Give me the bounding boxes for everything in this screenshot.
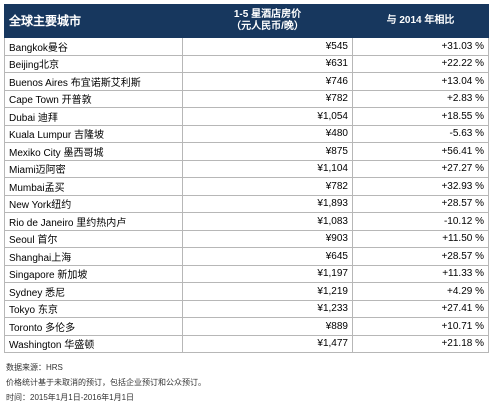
city-cell: Seoul 首尔 — [4, 229, 183, 248]
price-cell: ¥645 — [182, 247, 353, 266]
header-cell: 1-5 星酒店房价 （元人民币/晚） — [182, 4, 353, 38]
change-cell: +4.29 % — [352, 282, 489, 301]
price-cell: ¥631 — [182, 54, 353, 73]
city-cell: Bangkok曼谷 — [4, 37, 183, 56]
city-cell: Mumbai孟买 — [4, 177, 183, 196]
table-row: Tokyo 东京 ¥1,233 +27.41 % — [4, 299, 489, 318]
change-cell: +28.57 % — [352, 247, 489, 266]
city-cell: Beijing北京 — [4, 54, 183, 73]
change-cell: +13.04 % — [352, 72, 489, 91]
change-cell: +10.71 % — [352, 317, 489, 336]
table-row: Buenos Aires 布宜诺斯艾利斯 ¥746 +13.04 % — [4, 72, 489, 91]
table-row: Beijing北京 ¥631 +22.22 % — [4, 54, 489, 73]
change-cell: +27.27 % — [352, 159, 489, 178]
city-cell: Shanghai上海 — [4, 247, 183, 266]
city-cell: Tokyo 东京 — [4, 299, 183, 318]
change-cell: -10.12 % — [352, 212, 489, 231]
change-cell: -5.63 % — [352, 124, 489, 143]
note-line: 数据来源：HRS — [6, 363, 63, 372]
table-row: Mexiko City 墨西哥城 ¥875 +56.41 % — [4, 142, 489, 161]
table-row: Cape Town 开普敦 ¥782 +2.83 % — [4, 89, 489, 108]
change-cell: +18.55 % — [352, 107, 489, 126]
change-cell: +31.03 % — [352, 37, 489, 56]
price-cell: ¥545 — [182, 37, 353, 56]
table-row: Mumbai孟买 ¥782 +32.93 % — [4, 177, 489, 196]
change-cell: +27.41 % — [352, 299, 489, 318]
notes: 数据来源：HRS 价格统计基于未取消的预订，包括企业预订和公众预订。 时间：2015… — [6, 360, 206, 405]
city-cell: Washington 华盛顿 — [4, 334, 183, 353]
city-cell: Singapore 新加坡 — [4, 264, 183, 283]
city-cell: Dubai 迪拜 — [4, 107, 183, 126]
table-row: Bangkok曼谷 ¥545 +31.03 % — [4, 37, 489, 56]
price-cell: ¥782 — [182, 89, 353, 108]
price-cell: ¥1,104 — [182, 159, 353, 178]
price-cell: ¥875 — [182, 142, 353, 161]
change-cell: +56.41 % — [352, 142, 489, 161]
note-line: 时间：2015年1月1日-2016年1月1日 — [6, 393, 135, 402]
price-cell: ¥480 — [182, 124, 353, 143]
note-line: 价格统计基于未取消的预订，包括企业预订和公众预订。 — [6, 378, 206, 387]
table-row: Singapore 新加坡 ¥1,197 +11.33 % — [4, 264, 489, 283]
table-row: Sydney 悉尼 ¥1,219 +4.29 % — [4, 282, 489, 301]
price-cell: ¥1,054 — [182, 107, 353, 126]
header-line: （元人民币/晚） — [231, 21, 304, 32]
city-cell: Toronto 多伦多 — [4, 317, 183, 336]
table-row: Rio de Janeiro 里约热内卢 ¥1,083 -10.12 % — [4, 212, 489, 231]
table-row: Seoul 首尔 ¥903 +11.50 % — [4, 229, 489, 248]
price-cell: ¥1,083 — [182, 212, 353, 231]
header-row: 全球主要城市 1-5 星酒店房价 （元人民币/晚） 与 2014 年相比 — [4, 4, 489, 38]
change-cell: +22.22 % — [352, 54, 489, 73]
header-cell: 与 2014 年相比 — [352, 4, 489, 38]
price-table: 全球主要城市 1-5 星酒店房价 （元人民币/晚） 与 2014 年相比 Bang… — [4, 4, 489, 353]
table-body: Bangkok曼谷 ¥545 +31.03 % Beijing北京 ¥631 +22.22… — [4, 37, 489, 353]
change-cell: +2.83 % — [352, 89, 489, 108]
price-cell: ¥1,477 — [182, 334, 353, 353]
table-row: Dubai 迪拜 ¥1,054 +18.55 % — [4, 107, 489, 126]
table-header: 全球主要城市 1-5 星酒店房价 （元人民币/晚） 与 2014 年相比 — [4, 4, 489, 38]
table-row: Kuala Lumpur 吉隆坡 ¥480 -5.63 % — [4, 124, 489, 143]
price-cell: ¥889 — [182, 317, 353, 336]
city-cell: Sydney 悉尼 — [4, 282, 183, 301]
price-cell: ¥1,233 — [182, 299, 353, 318]
city-cell: Kuala Lumpur 吉隆坡 — [4, 124, 183, 143]
city-cell: Mexiko City 墨西哥城 — [4, 142, 183, 161]
change-cell: +11.50 % — [352, 229, 489, 248]
table-row: Shanghai上海 ¥645 +28.57 % — [4, 247, 489, 266]
change-cell: +21.18 % — [352, 334, 489, 353]
price-cell: ¥782 — [182, 177, 353, 196]
table-row: Toronto 多伦多 ¥889 +10.71 % — [4, 317, 489, 336]
price-cell: ¥746 — [182, 72, 353, 91]
table-row: Miami迈阿密 ¥1,104 +27.27 % — [4, 159, 489, 178]
city-cell: Rio de Janeiro 里约热内卢 — [4, 212, 183, 231]
price-cell: ¥1,219 — [182, 282, 353, 301]
change-cell: +32.93 % — [352, 177, 489, 196]
city-cell: New York纽约 — [4, 194, 183, 213]
price-cell: ¥1,197 — [182, 264, 353, 283]
city-cell: Buenos Aires 布宜诺斯艾利斯 — [4, 72, 183, 91]
city-cell: Miami迈阿密 — [4, 159, 183, 178]
change-cell: +28.57 % — [352, 194, 489, 213]
city-cell: Cape Town 开普敦 — [4, 89, 183, 108]
price-cell: ¥1,893 — [182, 194, 353, 213]
change-cell: +11.33 % — [352, 264, 489, 283]
price-cell: ¥903 — [182, 229, 353, 248]
header-line: 1-5 星酒店房价 — [233, 9, 302, 20]
table-row: New York纽约 ¥1,893 +28.57 % — [4, 194, 489, 213]
table-row: Washington 华盛顿 ¥1,477 +21.18 % — [4, 334, 489, 353]
header-cell: 全球主要城市 — [4, 4, 183, 38]
